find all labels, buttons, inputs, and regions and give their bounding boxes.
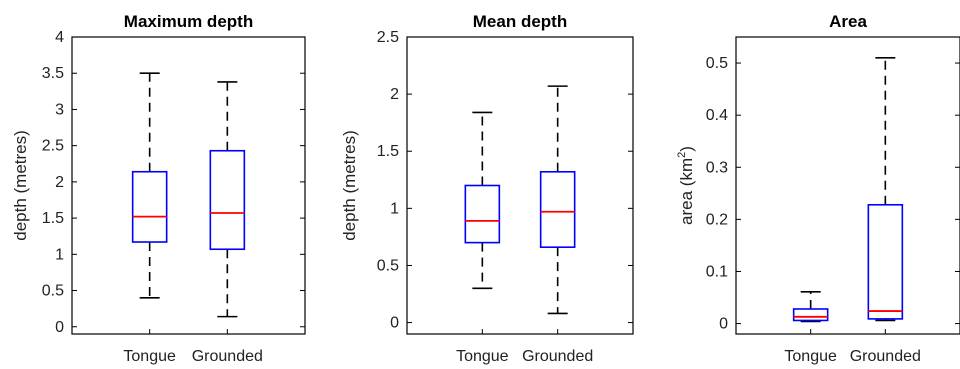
iqr-box [464, 184, 501, 244]
y-tick-label: 0.5 [377, 257, 399, 274]
y-tick-label: 3.5 [42, 65, 64, 82]
iqr-box [131, 170, 168, 243]
y-axis-label-text: depth (metres) [11, 130, 30, 241]
y-tick-label: 2 [55, 174, 64, 191]
y-tick-label: 1 [390, 200, 399, 217]
y-tick-label: 3 [55, 101, 64, 118]
y-tick-label: 4 [55, 29, 64, 46]
chart-panel-2: Mean depth 0 0.5 1 1.5 2 2.5 depth (metres) Tong… [340, 12, 634, 365]
y-axis-label: area (km2) [676, 146, 696, 225]
y-tick-label: 0.4 [706, 107, 728, 124]
y-tick-label: 1.5 [42, 210, 64, 227]
y-tick-label: 0.3 [706, 159, 728, 176]
x-tick-label: Tongue [456, 348, 509, 365]
y-tick-label: 0 [390, 315, 399, 332]
boxplot-grounded [539, 85, 576, 315]
x-tick-label: Tongue [123, 348, 176, 365]
boxplot-grounded [867, 57, 904, 322]
chart-panel-3: Area 0 0.1 0.2 0.3 0.4 0.5 area (km2) Tongue Grou… [676, 12, 960, 365]
x-tick-label: Tongue [784, 348, 837, 365]
y-axis-label-end: ) [677, 146, 696, 152]
y-tick-label: 2.5 [377, 29, 399, 46]
y-axis-label: depth (metres) [340, 130, 359, 241]
y-axis-label: depth (metres) [11, 130, 30, 241]
boxplot-tongue [464, 111, 501, 290]
y-tick-label: 0 [719, 316, 728, 333]
chart-panel-1: Maximum depth 0 0.5 1 1.5 2 2.5 3 3.5 4 depth (met… [11, 12, 306, 365]
chart-title: Maximum depth [124, 12, 253, 31]
boxplot-grounded [209, 81, 246, 318]
y-tick-label: 1.5 [377, 143, 399, 160]
y-axis-label-text: area (km [677, 158, 696, 225]
y-axis-label-superscript: 2 [676, 152, 688, 158]
y-tick-label: 1 [55, 246, 64, 263]
y-tick-label: 0.5 [706, 55, 728, 72]
iqr-box [209, 149, 246, 251]
y-tick-label: 0.2 [706, 211, 728, 228]
axes-frame [735, 36, 960, 335]
y-tick-label: 0.1 [706, 263, 728, 280]
y-axis-label-text: depth (metres) [340, 130, 359, 241]
x-tick-label: Grounded [522, 348, 593, 365]
iqr-box [867, 203, 904, 320]
y-tick-label: 0.5 [42, 283, 64, 300]
boxplot-tongue [131, 72, 168, 299]
x-tick-label: Grounded [850, 348, 921, 365]
iqr-box [792, 308, 829, 322]
axes-frame [406, 36, 634, 335]
iqr-box [539, 170, 576, 248]
axes-frame [71, 36, 306, 335]
y-tick-label: 0 [55, 319, 64, 336]
y-tick-label: 2.5 [42, 138, 64, 155]
chart-title: Area [829, 12, 867, 31]
boxplot-tongue [792, 290, 829, 323]
chart-title: Mean depth [473, 12, 567, 31]
y-tick-label: 2 [390, 86, 399, 103]
x-tick-label: Grounded [192, 348, 263, 365]
